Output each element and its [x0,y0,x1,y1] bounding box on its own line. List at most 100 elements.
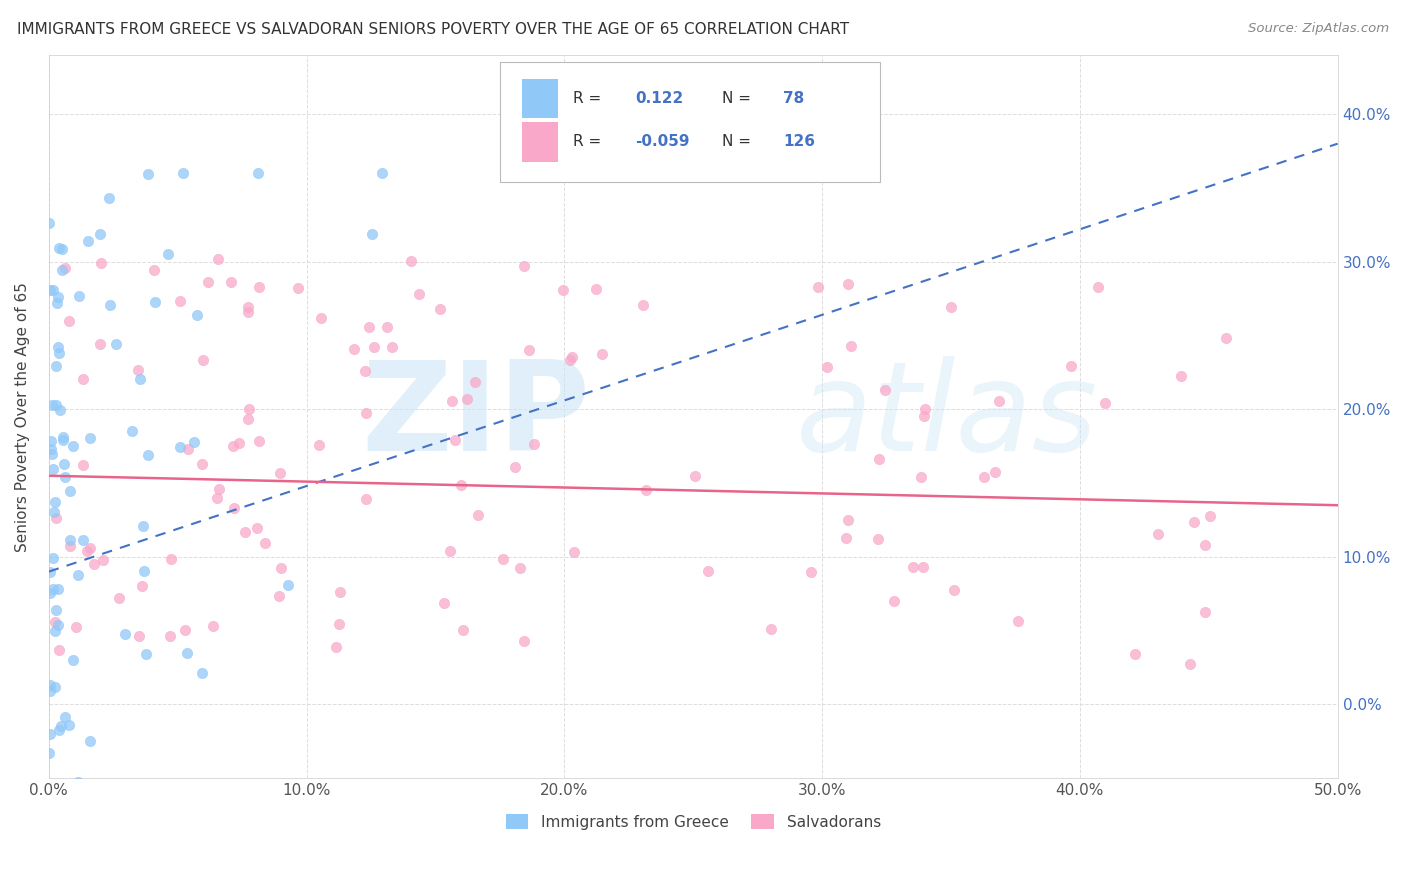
Point [208,483,231,497]
Point [89,337,111,351]
Point [912,409,935,424]
Point [451,624,474,638]
Point [440,393,463,408]
Point [558,353,581,368]
Point [503,459,526,474]
Point [381,340,404,354]
Point [267,589,290,603]
Point [207,491,229,505]
Point [98,297,121,311]
Point [131,579,153,593]
Text: N =: N = [721,91,755,106]
Y-axis label: Seniors Poverty Over the Age of 65: Seniors Poverty Over the Age of 65 [15,282,30,551]
Point [988,393,1011,408]
Point [159,629,181,643]
Point [191,665,214,680]
Point [62,653,84,667]
Point [269,466,291,480]
Point [79,541,101,555]
Point [76,235,98,249]
Point [408,287,430,301]
Point [439,543,461,558]
Point [247,279,270,293]
Point [42,284,65,298]
Point [46,617,69,632]
Point [901,559,924,574]
Text: 126: 126 [783,135,815,149]
Point [308,438,330,452]
Point [121,424,143,438]
Text: atlas: atlas [796,356,1098,477]
Point [1215,331,1237,345]
Point [49,719,72,733]
Point [42,551,65,566]
Point [169,440,191,454]
Point [517,343,540,357]
Point [207,252,229,266]
Point [174,624,197,638]
Point [585,282,607,296]
Point [63,779,86,793]
Point [134,565,156,579]
Point [444,433,467,447]
Point [329,585,352,599]
Point [97,191,120,205]
Point [914,402,936,417]
Point [89,227,111,241]
Point [456,392,478,406]
Point [1059,359,1081,373]
Point [44,494,66,508]
Point [46,289,69,303]
Point [492,551,515,566]
Point [837,277,859,292]
Point [114,627,136,641]
Point [800,565,823,579]
Point [135,647,157,661]
Point [45,603,67,617]
Point [1178,657,1201,671]
Point [48,723,70,737]
Point [287,281,309,295]
Bar [522,122,558,161]
Point [65,620,87,634]
Point [177,442,200,456]
Point [51,242,73,256]
Point [46,340,69,354]
Point [224,500,246,515]
Point [1182,515,1205,529]
Point [343,343,366,357]
Point [191,353,214,368]
Point [270,561,292,575]
Point [52,430,75,444]
Point [132,519,155,533]
Point [79,431,101,445]
Point [48,345,70,359]
Point [219,275,242,289]
Point [973,470,995,484]
Point [354,364,377,378]
Point [39,586,62,600]
Point [202,619,225,633]
Point [186,308,208,322]
Point [197,275,219,289]
Point [138,448,160,462]
Point [238,411,260,425]
Point [363,340,385,354]
Point [233,524,256,539]
Point [90,256,112,270]
Text: Source: ZipAtlas.com: Source: ZipAtlas.com [1249,22,1389,36]
Point [45,511,67,525]
Point [46,295,69,310]
Point [943,583,966,598]
Point [48,241,70,255]
Point [143,294,166,309]
Point [183,434,205,449]
Point [371,166,394,180]
Point [91,553,114,567]
Point [39,434,62,449]
Point [222,439,245,453]
Text: -0.059: -0.059 [636,135,690,149]
Point [1087,279,1109,293]
Point [837,512,859,526]
Point [357,319,380,334]
